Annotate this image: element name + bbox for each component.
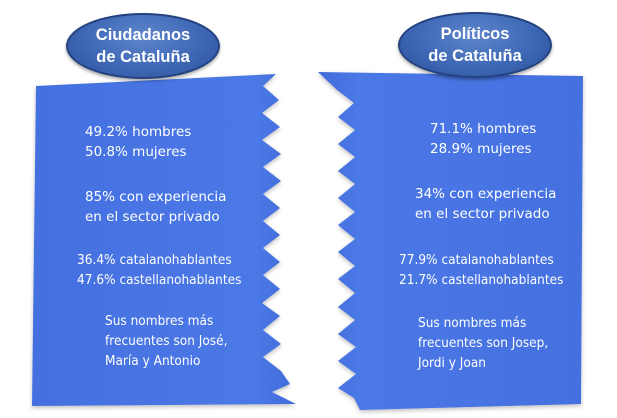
left-gender-stats: 49.2% hombres 50.8% mujeres [85,122,191,162]
left-language-castilian: 47.6% castellanohablantes [77,272,242,288]
right-names-line2: frecuentes son Josep, [418,335,549,351]
left-names-line1: Sus nombres más [105,313,214,329]
left-experience-stats: 85% con experiencia en el sector privado [85,187,226,227]
politicos-title-oval: Políticos de Cataluña [398,12,552,78]
right-title-line1: Políticos [440,25,510,43]
left-gender-women: 50.8% mujeres [85,144,187,160]
right-experience-line2: en el sector privado [415,206,550,222]
ciudadanos-title-oval: Ciudadanos de Cataluña [66,13,220,79]
left-language-stats: 36.4% catalanohablantes 47.6% castellano… [77,250,260,290]
right-experience-line1: 34% con experiencia [415,186,557,202]
left-paper-panel [32,74,296,406]
right-gender-stats: 71.1% hombres 28.9% mujeres [430,119,536,159]
right-language-catalan: 77.9% catalanohablantes [399,252,554,268]
left-names-line2: frecuentes son José, [105,333,228,349]
right-title-line2: de Cataluña [428,47,522,65]
right-names-line1: Sus nombres más [418,315,527,331]
left-language-catalan: 36.4% catalanohablantes [77,252,232,268]
left-gender-men: 49.2% hombres [85,124,192,140]
right-common-names: Sus nombres más frecuentes son Josep, Jo… [418,313,563,373]
right-gender-women: 28.9% mujeres [430,141,532,157]
left-title-line1: Ciudadanos [95,26,191,44]
right-names-line3: Jordi y Joan [418,355,486,371]
right-language-castilian: 21.7% castellanohablantes [399,272,564,288]
left-title-line2: de Cataluña [96,48,190,66]
right-experience-stats: 34% con experiencia en el sector privado [415,184,556,224]
left-experience-line1: 85% con experiencia [85,189,227,205]
right-paper-panel [318,72,583,410]
left-experience-line2: en el sector privado [85,209,220,225]
left-names-line3: María y Antonio [105,353,201,369]
right-gender-men: 71.1% hombres [430,121,537,137]
right-language-stats: 77.9% catalanohablantes 21.7% castellano… [399,250,582,290]
left-common-names: Sus nombres más frecuentes son José, Mar… [105,311,241,371]
